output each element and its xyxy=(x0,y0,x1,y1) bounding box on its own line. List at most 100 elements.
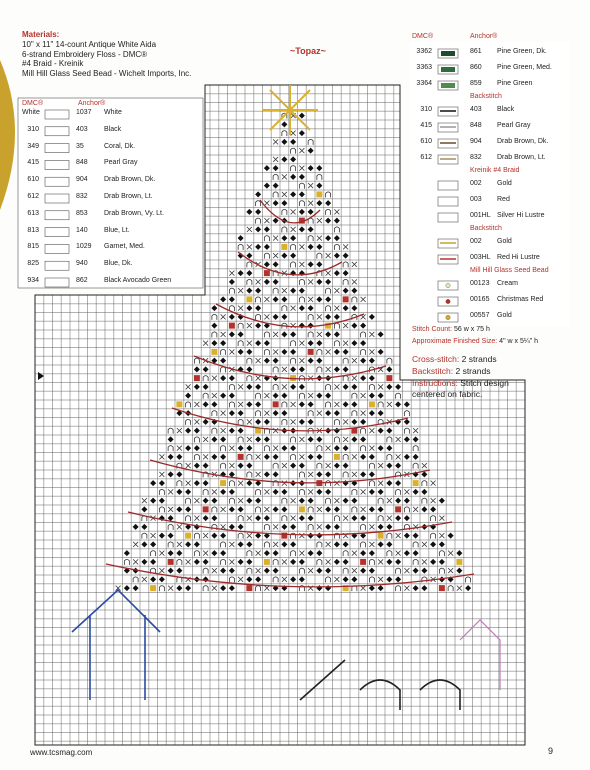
stitch-arch xyxy=(246,278,253,285)
stitch-cross xyxy=(220,506,226,513)
stitch-arch xyxy=(430,532,437,539)
bead-sample xyxy=(445,299,451,304)
stitch-arch xyxy=(368,383,375,390)
stitch-cross xyxy=(264,392,270,399)
stitch-diamond xyxy=(237,331,244,338)
stitch-diamond xyxy=(342,541,349,548)
instr-label: Backstitch: xyxy=(412,366,454,376)
stitch-cross xyxy=(159,454,165,460)
stitch-cross xyxy=(421,559,428,565)
stitch-diamond xyxy=(298,226,305,233)
stitch-arch xyxy=(307,313,314,320)
stitch-diamond xyxy=(342,462,349,469)
stitch-arch xyxy=(342,471,349,478)
stitch-diamond xyxy=(360,567,367,574)
stitch-arch xyxy=(368,366,375,373)
stitch-arch xyxy=(185,497,192,504)
stitch-cross xyxy=(272,139,279,145)
color-name: Black xyxy=(497,106,515,113)
stitch-diamond xyxy=(263,567,270,574)
bead xyxy=(333,453,340,460)
stitch-diamond xyxy=(290,348,297,355)
bead xyxy=(272,401,279,408)
anchor-number: 140 xyxy=(76,226,88,234)
stitch-diamond xyxy=(342,497,349,504)
stitch-diamond xyxy=(272,392,279,399)
stitch-diamond xyxy=(333,462,340,469)
stitch-diamond xyxy=(395,497,402,504)
stitch-diamond xyxy=(386,383,393,390)
stitch-arch xyxy=(255,392,262,399)
stitch-diamond xyxy=(272,506,279,513)
stitch-diamond xyxy=(237,427,244,434)
stitch-arch xyxy=(386,532,393,539)
title: ~Topaz~ xyxy=(290,46,326,56)
stitch-diamond xyxy=(272,410,279,417)
stitch-arch xyxy=(316,462,323,469)
anchor-number: 002 xyxy=(470,180,482,187)
stitch-diamond xyxy=(421,567,428,574)
stitch-diamond xyxy=(255,418,262,425)
stitch-arch xyxy=(193,532,200,539)
stitch-arch xyxy=(298,278,305,285)
stitch-diamond xyxy=(246,497,253,504)
stitch-diamond xyxy=(237,558,244,565)
stitch-diamond xyxy=(228,567,235,574)
stitch-diamond xyxy=(316,532,323,539)
stitch-diamond xyxy=(307,147,314,154)
stitch-arch xyxy=(237,532,244,539)
stitch-diamond xyxy=(167,471,174,478)
stitch-diamond xyxy=(237,541,244,548)
stitch-diamond xyxy=(325,278,332,285)
stitch-diamond xyxy=(281,313,288,320)
stitch-diamond xyxy=(123,585,130,592)
stitch-arch xyxy=(167,427,174,434)
stitch-diamond xyxy=(202,480,209,487)
anchor-number: 862 xyxy=(76,277,88,284)
stitch-cross xyxy=(281,480,288,486)
stitch-arch xyxy=(395,567,402,574)
stitch-diamond xyxy=(272,567,279,574)
stitch-cross xyxy=(290,515,296,521)
stitch-arch xyxy=(193,453,200,460)
stitch-diamond xyxy=(228,506,235,513)
anchor-number: 002 xyxy=(470,238,482,245)
stitch-cross xyxy=(220,314,226,320)
stitch-cross xyxy=(299,147,305,154)
stitch-cross xyxy=(281,462,288,469)
stitch-arch xyxy=(421,497,428,504)
stitch-arch xyxy=(228,383,235,390)
stitch-diamond xyxy=(333,506,340,513)
stitch-diamond xyxy=(333,313,340,320)
stitch-cross xyxy=(351,279,358,285)
stitch-arch xyxy=(351,296,358,303)
stitch-diamond xyxy=(438,541,445,548)
stitch-arch xyxy=(298,567,305,574)
stitch-arch xyxy=(386,453,393,460)
stitch-cross xyxy=(255,357,261,364)
stitch-diamond xyxy=(237,462,244,469)
stitch-arch xyxy=(281,497,288,504)
stitch-arch xyxy=(307,410,314,417)
stitch-diamond xyxy=(228,523,235,530)
stitch-diamond xyxy=(220,453,227,460)
dmc-number: 3364 xyxy=(416,80,432,87)
stitch-arch xyxy=(281,112,288,119)
stitch-diamond xyxy=(281,252,288,259)
stitch-arch xyxy=(158,585,165,592)
stitch-diamond xyxy=(255,191,262,198)
stitch-arch xyxy=(342,567,349,574)
stitch-arch xyxy=(360,331,367,338)
stitch-diamond xyxy=(211,322,218,329)
stitch-diamond xyxy=(237,252,244,259)
stitch-diamond xyxy=(395,383,402,390)
stitch-diamond xyxy=(272,165,279,172)
anchor-number: 00165 xyxy=(470,296,490,303)
stitch-cross xyxy=(167,506,174,513)
stitch-diamond xyxy=(316,488,323,495)
stitch-cross xyxy=(281,174,288,180)
stitch-diamond xyxy=(272,261,279,268)
stitch-diamond xyxy=(228,392,235,399)
stitch-arch xyxy=(202,567,209,574)
stitch-diamond xyxy=(412,550,419,557)
